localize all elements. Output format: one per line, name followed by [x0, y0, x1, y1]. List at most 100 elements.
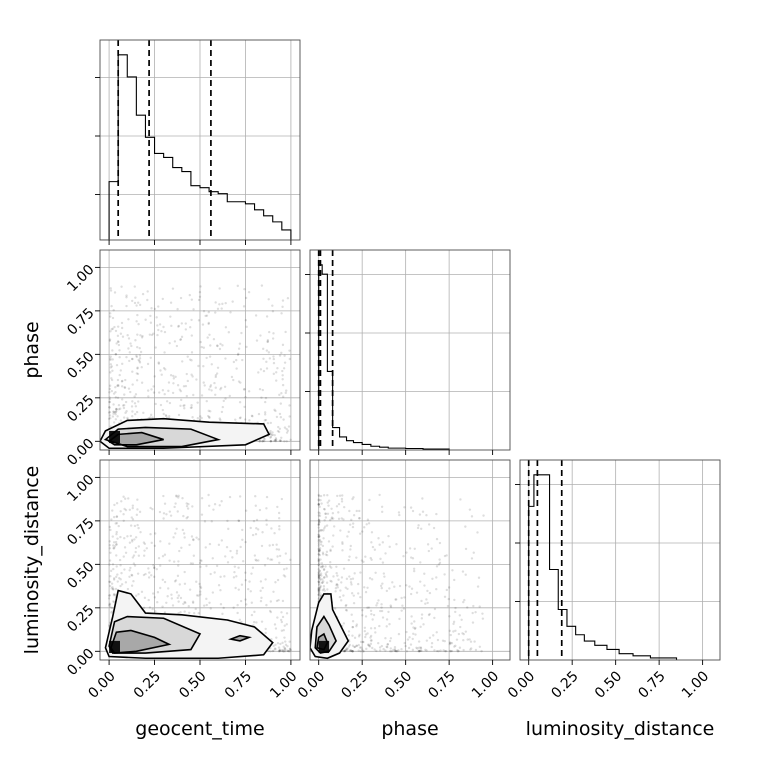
sample-point: [318, 588, 321, 591]
sample-point: [341, 494, 344, 497]
sample-point: [241, 358, 244, 362]
sample-point: [111, 563, 115, 566]
sample-point: [244, 296, 248, 300]
sample-point: [390, 650, 393, 653]
sample-point: [237, 519, 241, 523]
sample-point: [269, 558, 272, 561]
sample-point: [192, 611, 196, 615]
sample-point: [348, 509, 351, 513]
sample-point: [182, 532, 186, 535]
sample-point: [109, 605, 112, 609]
sample-point: [464, 547, 468, 551]
sample-point: [347, 530, 350, 534]
sample-point: [258, 440, 261, 443]
sample-point: [116, 573, 119, 576]
density-core-cell: [109, 640, 120, 654]
sample-point: [205, 597, 208, 601]
sample-point: [247, 290, 251, 294]
sample-point: [108, 594, 112, 597]
sample-point: [208, 333, 211, 336]
sample-point: [141, 334, 144, 338]
sample-point: [117, 340, 120, 344]
sample-point: [419, 647, 423, 650]
sample-point: [175, 527, 178, 530]
sample-point: [317, 499, 320, 502]
sample-point: [317, 597, 320, 601]
sample-point: [114, 329, 118, 333]
sample-point: [280, 392, 283, 395]
sample-point: [235, 552, 239, 555]
sample-point: [408, 636, 411, 639]
sample-point: [130, 584, 134, 587]
sample-point: [241, 559, 245, 563]
sample-point: [286, 429, 290, 432]
sample-point: [284, 640, 287, 643]
sample-point: [413, 547, 416, 550]
sample-point: [135, 513, 139, 517]
sample-point: [461, 570, 465, 573]
sample-point: [282, 568, 286, 571]
sample-point: [114, 413, 117, 416]
sample-point: [242, 305, 246, 308]
sample-point: [245, 603, 248, 606]
sample-point: [233, 570, 236, 574]
sample-point: [385, 625, 388, 628]
sample-point: [273, 408, 276, 412]
sample-point: [338, 595, 342, 599]
sample-point: [124, 581, 128, 584]
sample-point: [188, 293, 192, 297]
sample-point: [363, 586, 366, 589]
sample-point: [272, 357, 276, 361]
sample-point: [436, 638, 440, 642]
x-axis-label-luminosity-distance: luminosity_distance: [526, 718, 715, 740]
sample-point: [317, 588, 320, 591]
sample-point: [138, 357, 142, 360]
sample-point: [368, 498, 371, 502]
sample-point: [124, 551, 128, 554]
sample-point: [323, 525, 327, 528]
sample-point: [249, 590, 252, 593]
sample-point: [153, 566, 156, 570]
sample-point: [260, 284, 264, 287]
sample-point: [277, 650, 281, 653]
sample-point: [247, 390, 251, 393]
sample-point: [423, 572, 426, 575]
sample-point: [340, 517, 343, 520]
sample-point: [238, 618, 242, 621]
sample-point: [228, 394, 231, 398]
sample-point: [424, 602, 427, 605]
sample-point: [255, 527, 258, 530]
sample-point: [370, 541, 373, 544]
sample-point: [279, 642, 282, 646]
sample-point: [435, 649, 439, 653]
sample-point: [188, 358, 192, 361]
sample-point: [238, 401, 242, 404]
sample-point: [317, 576, 321, 579]
sample-point: [320, 574, 323, 577]
sample-point: [283, 440, 286, 443]
sample-point: [190, 359, 193, 362]
sample-point: [125, 355, 128, 359]
sample-point: [459, 498, 462, 501]
sample-point: [364, 633, 368, 636]
sample-point: [190, 318, 193, 322]
sample-point: [160, 330, 163, 333]
sample-point: [262, 369, 266, 373]
sample-point: [199, 586, 203, 590]
sample-point: [369, 609, 373, 612]
sample-point: [478, 645, 482, 649]
sample-point: [277, 430, 281, 434]
sample-point: [238, 342, 242, 345]
y-tick-label: 1.00: [64, 262, 97, 295]
sample-point: [163, 330, 167, 334]
sample-point: [365, 647, 368, 651]
sample-point: [108, 410, 112, 414]
sample-point: [443, 573, 446, 576]
sample-point: [323, 527, 326, 530]
sample-point: [120, 583, 124, 586]
sample-point: [317, 580, 320, 583]
sample-point: [419, 527, 423, 531]
sample-point: [108, 602, 112, 605]
sample-point: [203, 520, 207, 523]
sample-point: [285, 431, 289, 434]
